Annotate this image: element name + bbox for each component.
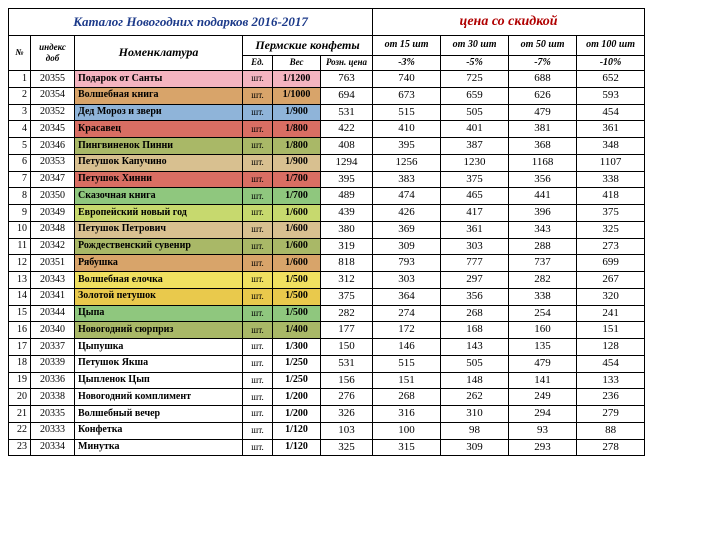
hdr-d15: от 15 шт	[373, 35, 441, 55]
table-row: 520346Пингвиненок Пинништ.1/800408395387…	[9, 138, 713, 155]
table-row: 120355Подарок от Сантышт.1/1200763740725…	[9, 71, 713, 88]
hdr-perm: Пермские конфеты	[243, 35, 373, 55]
hdr-unit: Ед.	[243, 55, 273, 71]
table-row: 1420341Золотой петушокшт.1/5003753643563…	[9, 288, 713, 305]
table-row: 1920336Цыпленок Цыпшт.1/2501561511481411…	[9, 372, 713, 389]
table-row: 1720337Цыпушкашт.1/300150146143135128	[9, 339, 713, 356]
hdr-p30: -5%	[441, 55, 509, 71]
hdr-p100: -10%	[577, 55, 645, 71]
title-discount: цена со скидкой	[373, 9, 645, 36]
hdr-weight: Вес	[273, 55, 321, 71]
hdr-nomen: Номенклатура	[75, 35, 243, 71]
table-row: 1220351Рябушкашт.1/600818793777737699	[9, 255, 713, 272]
table-row: 420345Красавецшт.1/800422410401381361	[9, 121, 713, 138]
table-row: 2220333Конфеткашт.1/120103100989388	[9, 422, 713, 439]
table-row: 320352Дед Мороз и зверишт.1/900531515505…	[9, 104, 713, 121]
table-row: 1320343Волшебная елочкашт.1/500312303297…	[9, 272, 713, 289]
table-row: 1620340Новогодний сюрпризшт.1/4001771721…	[9, 322, 713, 339]
table-row: 1020348Петушок Петровичшт.1/600380369361…	[9, 221, 713, 238]
table-row: 1820339Петушок Якшашт.1/2505315155054794…	[9, 355, 713, 372]
table-row: 620353Петушок Капучиношт.1/9001294125612…	[9, 154, 713, 171]
table-row: 1520344Цыпашт.1/500282274268254241	[9, 305, 713, 322]
hdr-num: №	[9, 35, 31, 71]
table-row: 1120342Рождественский сувениршт.1/600319…	[9, 238, 713, 255]
hdr-d50: от 50 шт	[509, 35, 577, 55]
table-row: 220354Волшебная книгашт.1/10006946736596…	[9, 87, 713, 104]
catalog-table: Каталог Новогодних подарков 2016-2017 це…	[8, 8, 713, 456]
table-row: 920349Европейский новый годшт.1/60043942…	[9, 205, 713, 222]
hdr-price: Розн. цена	[321, 55, 373, 71]
table-row: 2320334Минуткашт.1/120325315309293278	[9, 439, 713, 456]
table-row: 2120335Волшебный вечершт.1/2003263163102…	[9, 406, 713, 423]
table-row: 820350Сказочная книгашт.1/70048947446544…	[9, 188, 713, 205]
hdr-code: индекс доб	[31, 35, 75, 71]
table-row: 720347Петушок Хинништ.1/7003953833753563…	[9, 171, 713, 188]
title-main: Каталог Новогодних подарков 2016-2017	[9, 9, 373, 36]
hdr-p50: -7%	[509, 55, 577, 71]
hdr-p15: -3%	[373, 55, 441, 71]
hdr-d100: от 100 шт	[577, 35, 645, 55]
hdr-d30: от 30 шт	[441, 35, 509, 55]
table-row: 2020338Новогодний комплиментшт.1/2002762…	[9, 389, 713, 406]
